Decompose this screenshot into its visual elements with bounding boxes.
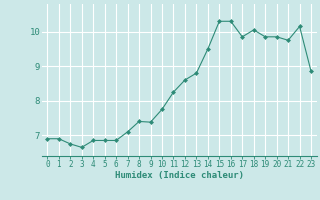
X-axis label: Humidex (Indice chaleur): Humidex (Indice chaleur) [115,171,244,180]
